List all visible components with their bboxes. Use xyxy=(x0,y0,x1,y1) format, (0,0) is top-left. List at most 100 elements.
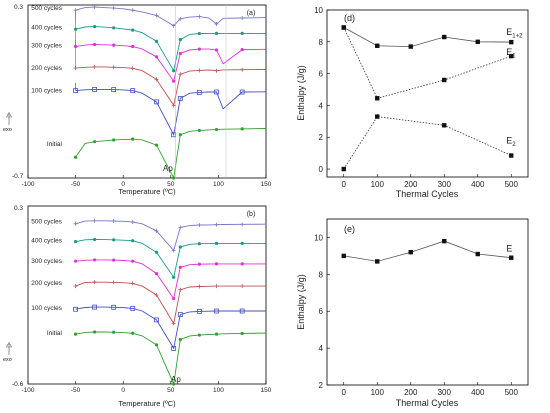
curve-point xyxy=(93,25,97,29)
curve-point xyxy=(154,13,159,18)
panel-b-exo-label: exo xyxy=(3,357,12,363)
curve-point xyxy=(214,308,219,314)
series-line xyxy=(343,240,512,262)
curve-point xyxy=(240,67,245,72)
curve-point xyxy=(73,284,78,289)
curve-point xyxy=(154,343,159,347)
curve-point xyxy=(154,317,159,323)
xtick-label: 150 xyxy=(261,181,272,188)
curve-label: 200 cycles xyxy=(31,280,62,287)
curve-point xyxy=(111,218,116,223)
curve-point xyxy=(178,51,182,56)
curve-point xyxy=(93,330,97,334)
curve-point xyxy=(240,262,244,266)
curve-label: Initial xyxy=(47,330,63,337)
curve-point xyxy=(171,103,176,108)
xtick-label: 300 xyxy=(438,180,452,189)
curve-label: 400 cycles xyxy=(31,24,62,31)
ytick-label: 4 xyxy=(319,344,324,353)
curve-point xyxy=(214,89,219,95)
curve-point xyxy=(240,48,244,52)
curve-label: Initial xyxy=(47,141,63,148)
ytick-label: 2 xyxy=(319,133,324,142)
curve-point xyxy=(240,284,245,289)
panel-d-ylabel: Enthalpy (J/g) xyxy=(296,65,306,121)
curve-point xyxy=(239,308,245,314)
curve-point xyxy=(240,127,244,131)
series-point xyxy=(509,39,514,45)
curve-point xyxy=(154,293,159,297)
curve-point xyxy=(240,31,244,35)
ytick-label: 6 xyxy=(319,307,324,316)
curve-point xyxy=(197,262,201,266)
curve-point xyxy=(214,241,219,245)
dsc-curve xyxy=(75,259,266,300)
curve-point xyxy=(178,337,182,342)
curve-point xyxy=(196,89,202,95)
curve-label: 500 cycles xyxy=(31,219,62,226)
curve-point xyxy=(92,87,98,92)
series-label: E1 xyxy=(506,47,516,60)
xtick-label: 500 xyxy=(505,388,519,397)
curve-point xyxy=(131,239,135,243)
curve-point xyxy=(240,241,244,245)
curve-point xyxy=(154,77,159,82)
panel-e-xlabel: Thermal Cycles xyxy=(396,398,459,408)
series-point xyxy=(442,238,447,244)
curve-point xyxy=(178,72,183,77)
dsc-curve xyxy=(75,43,267,83)
curve-point xyxy=(93,237,97,242)
xtick-label: 0 xyxy=(121,387,125,394)
curve-point xyxy=(111,304,117,310)
curve-point xyxy=(74,155,78,159)
xtick-label: 50 xyxy=(167,387,175,394)
curve-point xyxy=(240,331,244,336)
curve-point xyxy=(214,31,219,35)
ytick-label: 8 xyxy=(319,270,324,279)
curve-point xyxy=(92,64,97,69)
curve-point xyxy=(154,143,159,147)
curve-point xyxy=(154,272,159,276)
series-label-subscript: 2 xyxy=(512,142,516,148)
xtick-label: 400 xyxy=(471,180,485,189)
curve-point xyxy=(172,275,176,279)
curve-label: 400 cycles xyxy=(31,237,62,244)
series-point xyxy=(442,34,447,40)
ytick-label: 2 xyxy=(319,381,324,390)
panel-a-ytick-bottom: -0.7 xyxy=(12,173,24,180)
curve-point xyxy=(172,79,176,83)
xtick-label: 0 xyxy=(342,388,347,397)
series-point xyxy=(442,123,447,128)
curve-point xyxy=(197,223,202,228)
curve-point xyxy=(214,222,219,227)
xtick-label: -50 xyxy=(71,181,81,188)
panel-b-ytick-top: 0.3 xyxy=(14,205,23,212)
curve-point xyxy=(239,89,245,95)
curve-point xyxy=(131,44,135,49)
series-label: E1+2 xyxy=(506,27,523,40)
ytick-label: 4 xyxy=(319,101,324,110)
curve-point xyxy=(92,280,97,285)
curve-point xyxy=(130,305,136,311)
curve-point xyxy=(197,14,202,19)
xtick-label: 100 xyxy=(371,388,385,397)
dsc-panel-b: -100 -50 0 50 100 150 500 cycles 400 cycles 300… xyxy=(3,205,272,408)
curve-point xyxy=(178,287,183,292)
curve-point xyxy=(111,280,116,285)
series-point xyxy=(475,251,480,257)
curve-point xyxy=(240,15,245,20)
panel-d-label: (d) xyxy=(344,13,355,23)
curve-point xyxy=(74,27,78,31)
curve-point xyxy=(197,284,202,289)
dsc-curve xyxy=(75,88,267,137)
xtick-label: 150 xyxy=(261,387,272,394)
curve-point xyxy=(111,65,116,70)
panel-a-ytick-top: 0.3 xyxy=(14,4,23,11)
series-label-subscript: 1+2 xyxy=(512,34,523,40)
curve-point xyxy=(214,68,219,73)
curve-point xyxy=(74,259,78,263)
curve-point xyxy=(112,330,116,334)
panel-a-xlabel: Temperature (ºC) xyxy=(118,187,176,196)
curve-point xyxy=(154,250,159,254)
